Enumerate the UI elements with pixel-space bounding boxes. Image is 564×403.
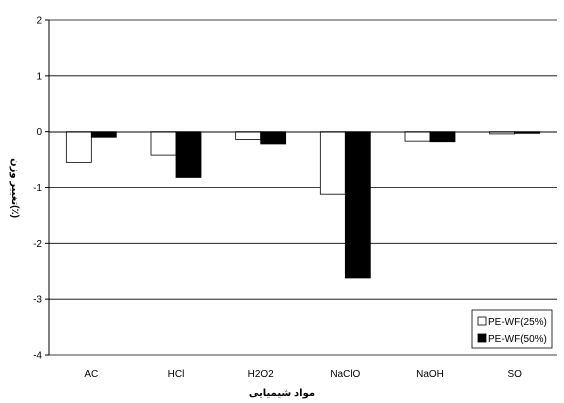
y-tick-labels: 2 1 0 -1 -2 -3 -4 [33,16,49,362]
bar-naclo-series-2 [344,131,371,279]
bar-hcl-series-1 [150,131,177,156]
legend-label-series-1: PE-WF(25%) [488,317,547,328]
legend-swatch-series-2 [477,333,487,343]
legend-swatch-series-1 [477,316,487,326]
x-tick-label: H2O2 [248,369,275,380]
bar-h2o2-series-1 [235,131,262,140]
x-tick-label: NaClO [330,369,360,380]
bar-naclo-series-1 [319,131,346,195]
bar-h2o2-series-2 [260,131,287,145]
x-tick-label: NaOH [416,369,444,380]
y-tick-label: -1 [33,183,42,194]
bar-naoh-series-2 [429,131,456,143]
legend-label-series-2: PE-WF(50%) [488,334,547,345]
y-tick-label: 2 [36,16,42,27]
x-tick-label: SO [507,369,522,380]
y-tick-label: -3 [33,295,42,306]
y-tick-label: 0 [36,127,42,138]
x-tick-labels: AC HCl H2O2 NaClO NaOH SO [84,369,522,380]
legend: PE-WF(25%) PE-WF(50%) [471,309,553,349]
x-tick-label: HCl [168,369,185,380]
bars [65,131,541,279]
y-tick-label: -2 [33,239,42,250]
y-tick-label: -4 [33,351,42,362]
gridlines [49,19,557,356]
bar-naoh-series-1 [404,131,431,142]
y-tick-label: 1 [36,71,42,82]
bar-ac-series-1 [65,131,92,163]
x-tick-label: AC [84,369,98,380]
x-axis-title: مواد شیمیایی [249,388,315,399]
y-axis-title: تغییر وزن(٪) [9,158,20,218]
bar-ac-series-2 [90,131,117,138]
bar-hcl-series-2 [175,131,202,178]
